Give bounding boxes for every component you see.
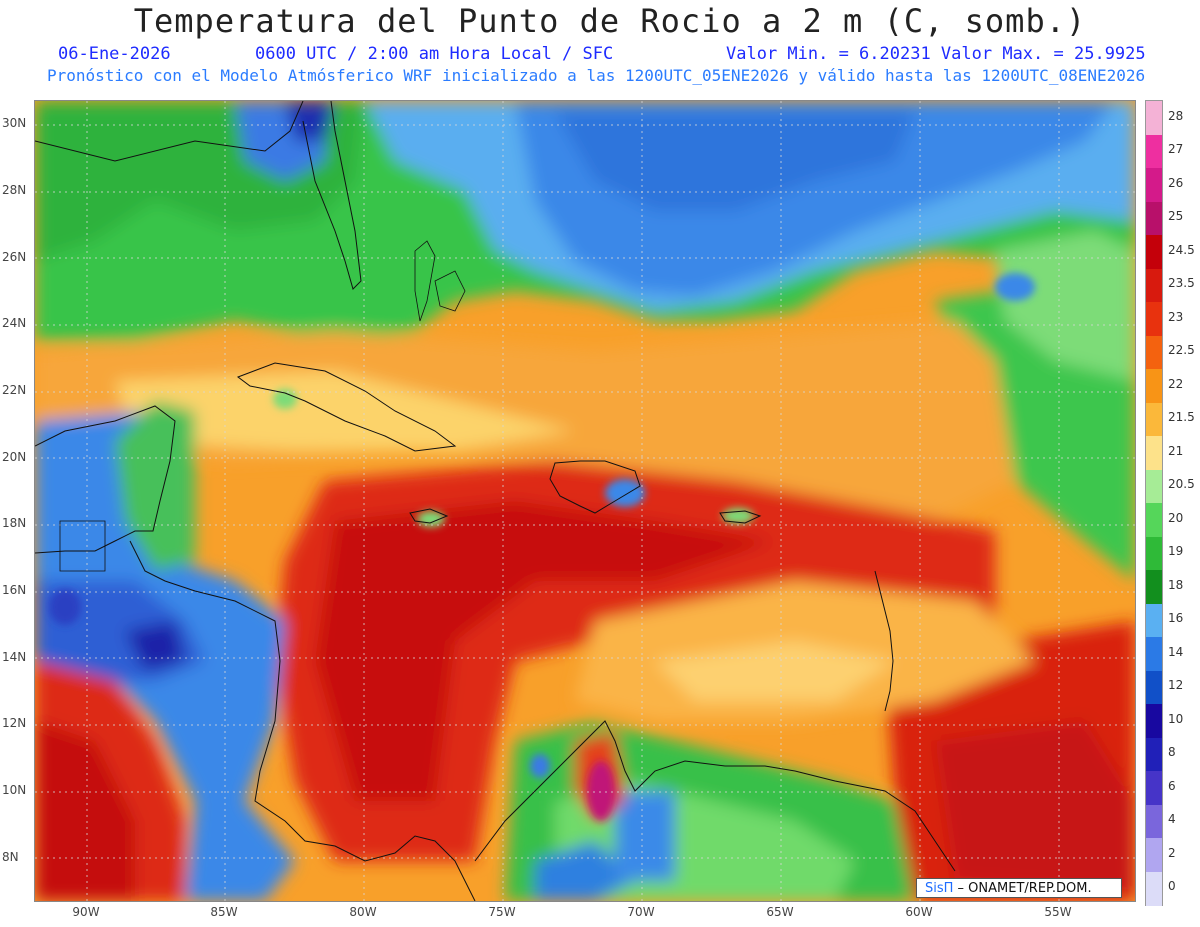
colorbar-segment	[1146, 871, 1162, 906]
lat-tick: 14N	[2, 650, 27, 664]
colorbar-segment	[1146, 603, 1162, 638]
lat-tick: 8N	[2, 850, 19, 864]
forecast-date: 06-Ene-2026	[58, 44, 171, 64]
colorbar-segment	[1146, 637, 1162, 671]
colorbar-label: 4	[1168, 812, 1176, 827]
model-info: Pronóstico con el Modelo Atmósferico WRF…	[47, 66, 1146, 85]
colorbar-segment	[1146, 335, 1162, 370]
lon-tick: 80W	[349, 905, 377, 919]
colorbar-label: 24.5	[1168, 242, 1195, 257]
colorbar-segment	[1146, 436, 1162, 470]
colorbar	[1145, 100, 1163, 906]
colorbar-label: 20	[1168, 510, 1184, 525]
credit-logo: SisΠ	[925, 881, 954, 896]
colorbar-label: 21.5	[1168, 410, 1195, 425]
colorbar-segment	[1146, 201, 1162, 236]
lat-tick: 30N	[2, 116, 27, 130]
lat-tick: 28N	[2, 183, 27, 197]
colorbar-label: 23	[1168, 309, 1184, 324]
credit-text: – ONAMET/REP.DOM.	[953, 881, 1092, 896]
colorbar-segment	[1146, 101, 1162, 135]
colorbar-segment	[1146, 369, 1162, 403]
colorbar-segment	[1146, 503, 1162, 537]
lon-tick: 75W	[488, 905, 516, 919]
colorbar-segment	[1146, 704, 1162, 738]
lat-tick: 20N	[2, 450, 27, 464]
colorbar-label: 27	[1168, 142, 1184, 157]
colorbar-segment	[1146, 804, 1162, 839]
colorbar-segment	[1146, 771, 1162, 805]
lat-tick: 16N	[2, 583, 27, 597]
dewpoint-map	[34, 100, 1136, 902]
colorbar-segment	[1146, 168, 1162, 202]
lon-tick: 65W	[766, 905, 794, 919]
colorbar-label: 18	[1168, 577, 1184, 592]
colorbar-label: 19	[1168, 544, 1184, 559]
forecast-time: 0600 UTC / 2:00 am Hora Local / SFC	[255, 44, 614, 64]
colorbar-segment	[1146, 536, 1162, 571]
colorbar-segment	[1146, 402, 1162, 437]
lon-tick: 70W	[627, 905, 655, 919]
colorbar-label: 25	[1168, 209, 1184, 224]
colorbar-segment	[1146, 737, 1162, 772]
lon-tick: 60W	[905, 905, 933, 919]
colorbar-label: 6	[1168, 778, 1176, 793]
colorbar-label: 20.5	[1168, 477, 1195, 492]
colorbar-segment	[1146, 134, 1162, 169]
colorbar-segment	[1146, 268, 1162, 303]
colorbar-segment	[1146, 838, 1162, 872]
lat-tick: 24N	[2, 316, 27, 330]
colorbar-label: 16	[1168, 611, 1184, 626]
lat-tick: 12N	[2, 716, 27, 730]
colorbar-segment	[1146, 570, 1162, 604]
credit-box: SisΠ – ONAMET/REP.DOM.	[916, 878, 1122, 898]
map-title: Temperatura del Punto de Rocio a 2 m (C,…	[133, 2, 1087, 40]
lat-tick: 10N	[2, 783, 27, 797]
colorbar-label: 12	[1168, 678, 1184, 693]
lat-tick: 22N	[2, 383, 27, 397]
colorbar-segment	[1146, 235, 1162, 269]
colorbar-segment	[1146, 302, 1162, 336]
lat-tick: 26N	[2, 250, 27, 264]
lon-tick: 55W	[1044, 905, 1072, 919]
colorbar-label: 10	[1168, 711, 1184, 726]
lat-tick: 18N	[2, 516, 27, 530]
colorbar-label: 0	[1168, 879, 1176, 894]
colorbar-label: 28	[1168, 108, 1184, 123]
colorbar-label: 21	[1168, 443, 1184, 458]
colorbar-label: 22.5	[1168, 343, 1195, 358]
lon-tick: 90W	[72, 905, 100, 919]
colorbar-label: 14	[1168, 644, 1184, 659]
colorbar-segment	[1146, 469, 1162, 504]
colorbar-segment	[1146, 670, 1162, 705]
colorbar-label: 8	[1168, 745, 1176, 760]
colorbar-label: 2	[1168, 845, 1176, 860]
colorbar-label: 23.5	[1168, 276, 1195, 291]
colorbar-label: 26	[1168, 175, 1184, 190]
dewpoint-field	[35, 101, 1135, 901]
min-max-values: Valor Min. = 6.20231 Valor Max. = 25.992…	[726, 44, 1146, 64]
lon-tick: 85W	[210, 905, 238, 919]
colorbar-label: 22	[1168, 376, 1184, 391]
